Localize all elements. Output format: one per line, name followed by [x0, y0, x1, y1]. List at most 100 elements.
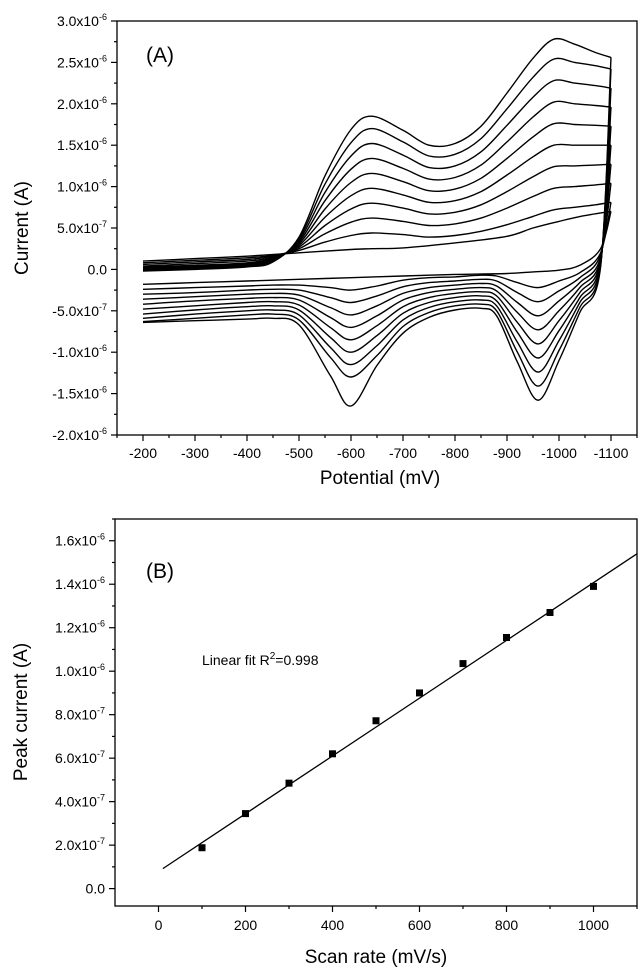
cv-reverse-scan-7 [142, 107, 612, 359]
x-tick-label: 400 [321, 917, 345, 933]
cv-reverse-scan-9 [142, 68, 612, 387]
x-tick-label: -600 [337, 445, 365, 461]
cv-forward-scan-9 [142, 57, 612, 271]
y-tick-label-text: 2.0x10 [55, 837, 97, 853]
x-tick-label: -500 [285, 445, 313, 461]
x-tick-label: -700 [389, 445, 417, 461]
panel-b-label: (B) [146, 560, 174, 583]
y-tick-label-exponent: -6 [97, 532, 105, 542]
y-tick-label-text: 5.0x10 [57, 220, 99, 236]
y-tick-label: 2.0x10-7 [55, 836, 105, 853]
x-tick-label: -1000 [541, 445, 577, 461]
y-tick-label: 5.0x10-7 [57, 219, 107, 236]
y-tick-label-text: -2.0x10 [52, 427, 99, 443]
y-tick-label-text: 1.0x10 [57, 179, 99, 195]
x-tick-label: -1100 [594, 445, 629, 461]
cv-forward-scan-3 [142, 182, 612, 266]
y-tick-label: -2.0x10-6 [52, 426, 107, 443]
y-tick-label: 1.0x10-6 [57, 178, 107, 195]
y-tick-label-text: 0.0 [88, 261, 108, 277]
y-tick-label-text: 1.2x10 [55, 620, 97, 636]
cv-forward-scan-6 [142, 122, 612, 269]
y-tick-label: 1.4x10-6 [55, 575, 105, 592]
cv-reverse-scan-1 [142, 211, 612, 285]
y-tick-label-text: 3.0x10 [57, 13, 99, 29]
y-tick-label: 4.0x10-7 [55, 793, 105, 810]
data-point [590, 582, 597, 590]
y-tick-label-text: 1.0x10 [55, 663, 97, 679]
y-tick-label-exponent: -6 [99, 136, 107, 146]
y-tick-label-exponent: -7 [97, 793, 105, 803]
cv-forward-scan-10 [142, 37, 612, 272]
x-tick-label: -300 [181, 445, 209, 461]
y-tick-label: -5.0x10-7 [52, 302, 107, 319]
data-point [242, 810, 249, 818]
y-tick-label-text: 1.5x10 [57, 137, 99, 153]
data-point [503, 633, 510, 641]
y-tick-label-exponent: -7 [97, 706, 105, 716]
y-tick-label-exponent: -7 [97, 749, 105, 759]
x-tick-label: -900 [493, 445, 521, 461]
y-tick-label: -1.0x10-6 [52, 343, 107, 360]
linear-fit-annotation: Linear fit R2=0.998 [202, 651, 319, 668]
panel-a-plot-frame [116, 20, 638, 436]
annotation-text: Linear fit R [202, 652, 270, 668]
y-tick-label: 6.0x10-7 [55, 749, 105, 766]
y-tick-label-text: 8.0x10 [55, 707, 97, 723]
panel-b-y-axis-title: Peak current (A) [11, 643, 32, 781]
data-point [546, 608, 554, 616]
y-tick-label-text: 2.5x10 [57, 54, 99, 70]
y-tick-label-text: 1.6x10 [55, 533, 97, 549]
cv-curves [142, 37, 612, 407]
x-tick-label: 800 [495, 917, 519, 933]
panel-a-y-axis-title: Current (A) [12, 181, 33, 275]
cv-forward-scan-4 [142, 163, 612, 267]
cv-forward-scan-5 [142, 143, 611, 268]
y-tick-label-exponent: -6 [99, 178, 107, 188]
cv-forward-scan-8 [142, 79, 612, 271]
y-tick-label-text: 2.0x10 [57, 96, 99, 112]
cv-reverse-scan-3 [142, 183, 612, 304]
x-tick-label: 200 [234, 917, 258, 933]
cv-reverse-scan-6 [142, 126, 612, 345]
y-tick-label-exponent: -7 [99, 302, 107, 312]
y-tick-label-text: 4.0x10 [55, 794, 97, 810]
cv-reverse-scan-8 [142, 88, 612, 373]
data-points [198, 582, 597, 852]
panel-a-x-axis-title: Potential (mV) [320, 468, 440, 489]
data-point [285, 779, 293, 787]
cv-reverse-scan-10 [142, 57, 612, 407]
y-tick-label-exponent: -6 [99, 53, 107, 63]
y-tick-label: 0.0 [86, 881, 106, 897]
y-tick-label: 1.6x10-6 [55, 532, 105, 549]
y-tick-label-exponent: -6 [99, 95, 107, 105]
y-tick-label-exponent: -7 [99, 219, 107, 229]
x-tick-label: -800 [441, 445, 469, 461]
data-point [459, 660, 467, 668]
y-tick-label: 2.5x10-6 [57, 53, 107, 70]
y-tick-label: 1.2x10-6 [55, 619, 105, 636]
y-tick-label-text: 6.0x10 [55, 750, 97, 766]
panel-b-x-axis-title: Scan rate (mV/s) [305, 947, 448, 968]
panel-a-cyclic-voltammogram: -200 -300 -400 -500 -600 -700 -800 -900 -1000 -11… [12, 12, 638, 489]
y-tick-label-exponent: -6 [97, 575, 105, 585]
cv-forward-scan-7 [142, 100, 612, 270]
y-tick-label-exponent: -6 [97, 619, 105, 629]
annotation-value: =0.998 [275, 652, 318, 668]
y-tick-label-exponent: -6 [99, 343, 107, 353]
y-tick-label-text: 1.4x10 [55, 576, 97, 592]
panel-a-label: (A) [146, 44, 174, 67]
y-tick-label-text: -1.5x10 [52, 386, 99, 402]
panel-b-y-ticks: 0.02.0x10-74.0x10-76.0x10-78.0x10-71.0x1… [55, 518, 115, 897]
y-tick-label-exponent: -6 [99, 385, 107, 395]
panel-a-y-ticks: 3.0x10-62.5x10-62.0x10-61.5x10-61.0x10-6… [52, 12, 117, 443]
y-tick-label-text: -1.0x10 [52, 344, 99, 360]
data-point [416, 689, 423, 697]
x-tick-label: -400 [233, 445, 261, 461]
y-tick-label-text: 0.0 [86, 881, 106, 897]
data-point [329, 750, 336, 758]
cv-reverse-scan-2 [142, 202, 612, 291]
panel-b-peak-current-vs-scan-rate: 0 200 400 600 800 1000 0.02.0x10-74.0x10-76.0… [11, 518, 638, 968]
x-tick-label: 600 [408, 917, 432, 933]
